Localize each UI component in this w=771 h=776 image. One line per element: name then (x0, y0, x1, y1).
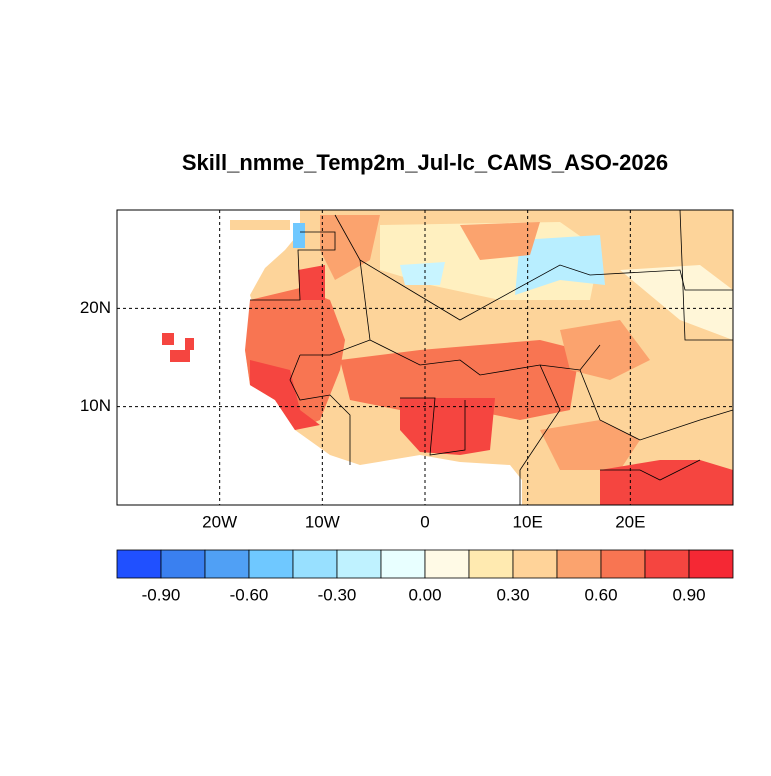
y-tick-label: 20N (80, 298, 111, 317)
colorbar-label: 0.60 (584, 585, 617, 604)
x-tick-label: 20W (202, 512, 237, 531)
colorbar-label: 0.90 (672, 585, 705, 604)
colorbar-box (512, 549, 558, 579)
colorbar-box (468, 549, 514, 579)
colorbar-box (336, 549, 382, 579)
colorbar-label: 0.00 (408, 585, 441, 604)
colorbar-label: -0.60 (230, 585, 269, 604)
x-tick-label: 10W (305, 512, 340, 531)
colorbar-label: -0.90 (142, 585, 181, 604)
colorbar-box (424, 549, 470, 579)
colorbar-box (248, 549, 294, 579)
x-tick-label: 10E (513, 512, 543, 531)
skill-field (162, 209, 734, 505)
colorbar-box (204, 549, 250, 579)
colorbar-box (600, 549, 646, 579)
colorbar-box (160, 549, 206, 579)
colorbar-box (688, 549, 734, 579)
x-tick-label: 20E (615, 512, 645, 531)
colorbar-label: 0.30 (496, 585, 529, 604)
colorbar-box (556, 549, 602, 579)
y-tick-label: 10N (80, 396, 111, 415)
chart-title: Skill_nmme_Temp2m_Jul-lc_CAMS_ASO-2026 (182, 150, 668, 175)
colorbar-box (644, 549, 690, 579)
colorbar-box (380, 549, 426, 579)
colorbar-box (116, 549, 162, 579)
x-tick-label: 0 (420, 512, 429, 531)
colorbar-box (292, 549, 338, 579)
colorbar-label: -0.30 (318, 585, 357, 604)
